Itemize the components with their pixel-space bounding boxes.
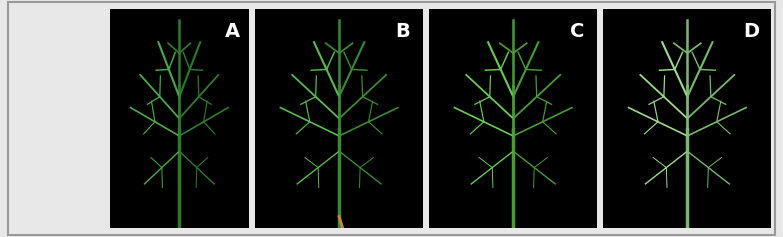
Text: A: A: [225, 22, 240, 41]
Text: D: D: [743, 22, 760, 41]
FancyBboxPatch shape: [8, 2, 775, 235]
Text: B: B: [395, 22, 410, 41]
Text: C: C: [570, 22, 584, 41]
